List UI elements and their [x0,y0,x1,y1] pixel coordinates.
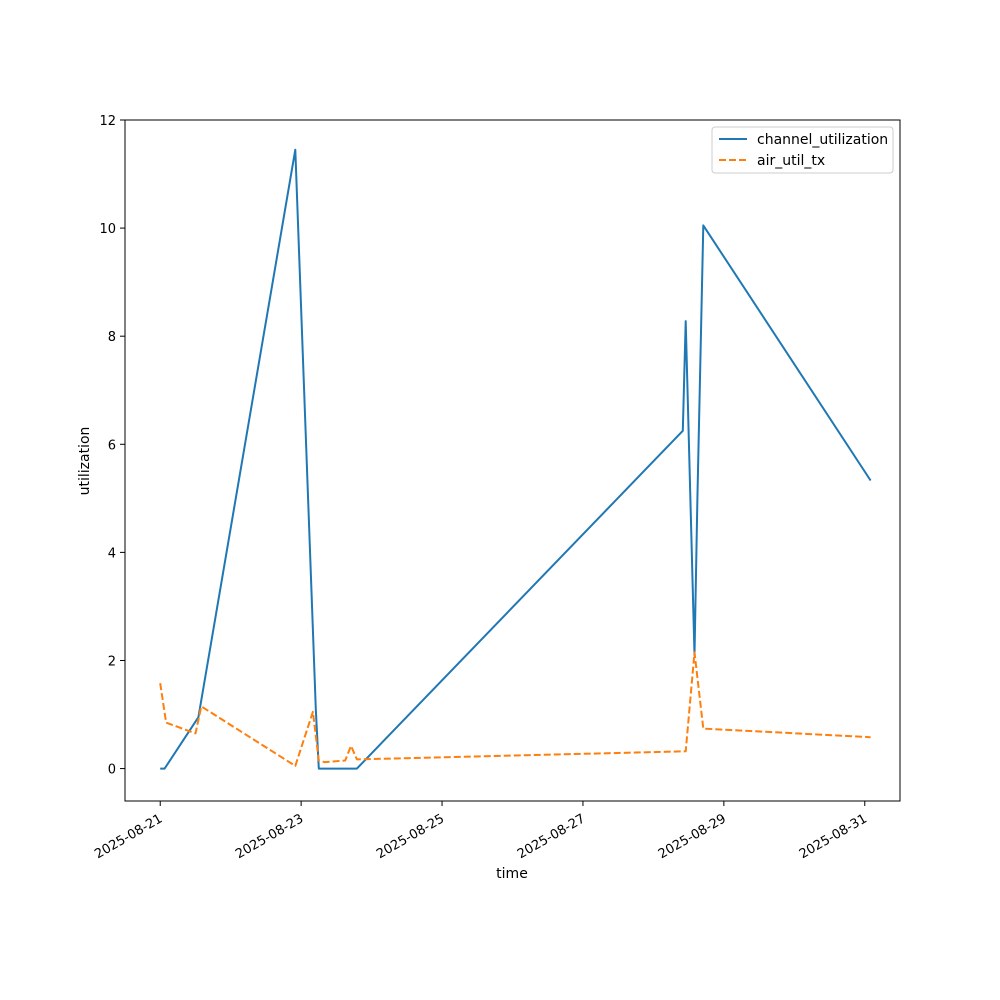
x-tick-label: 2025-08-27 [515,811,588,862]
series-layer [159,148,872,770]
x-axis-title: time [496,866,528,882]
y-tick-label: 10 [99,222,116,237]
plot-frame [124,119,901,802]
y-axis: 0 2 4 6 8 10 12 [99,114,125,778]
legend-label-channel_utilization: channel_utilization [757,132,888,148]
y-tick-label: 12 [99,114,116,129]
y-tick-label: 6 [108,438,116,453]
x-tick-label: 2025-08-21 [92,811,165,862]
y-tick-label: 2 [108,654,116,669]
y-tick-label: 0 [108,763,116,778]
y-tick-label: 8 [108,330,116,345]
series-line-air_util_tx [159,651,871,767]
x-tick-label: 2025-08-25 [374,811,447,862]
legend-box [711,126,894,174]
x-axis: 2025-08-21 2025-08-23 2025-08-25 2025-08-27… [92,801,870,862]
series-line-channel_utilization [160,148,872,770]
x-tick-label: 2025-08-29 [656,811,729,862]
legend-label-air_util_tx: air_util_tx [757,153,825,169]
x-tick-label: 2025-08-31 [797,811,870,862]
y-tick-label: 4 [108,546,116,561]
x-tick-label: 2025-08-23 [233,811,306,862]
y-axis-title: utilization [77,427,93,496]
legend: channel_utilization air_util_tx [711,126,894,174]
